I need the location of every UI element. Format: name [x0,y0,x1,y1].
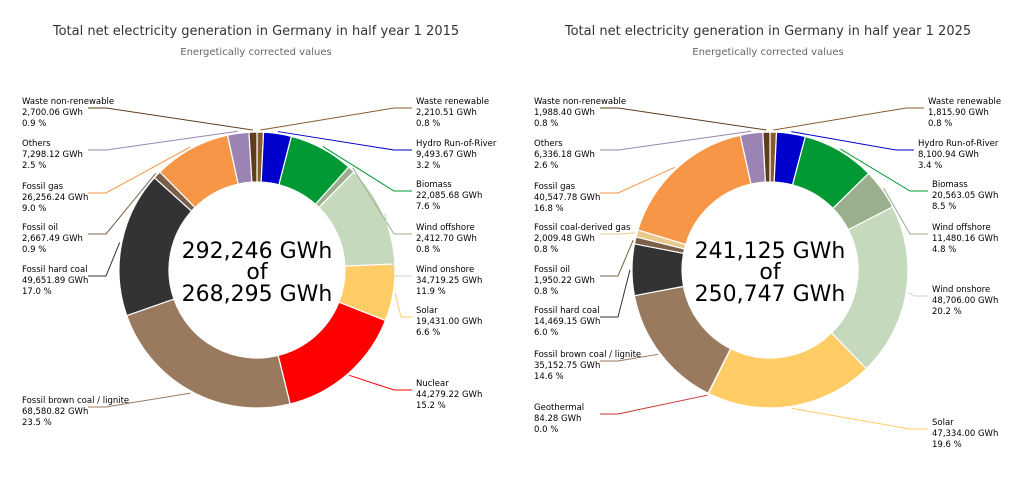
leader-line-geothermal [600,394,708,415]
label-fossil-brown-coal-lignite: Fossil brown coal / lignite 68,580.82 GWh… [22,396,129,428]
leader-line-waste-non-renewable [600,107,767,131]
label-waste-non-renewable: Waste non-renewable 2,700.06 GWh 0.9 % [22,97,114,129]
leader-line-fossil-hard-coal [600,269,631,318]
leader-line-nuclear [349,374,412,391]
slice-waste-non-renewable[interactable] [762,131,771,183]
chart-panel-2025: Total net electricity generation in Germ… [512,0,1024,477]
label-fossil-oil: Fossil oil 1,950.22 GWh 0.8 % [534,265,595,297]
center-total-line1: 241,125 GWh [695,239,846,264]
center-total-line3: 268,295 GWh [182,282,333,307]
leader-line-wind-offshore [352,167,412,235]
leader-line-fossil-brown-coal-lignite [600,353,659,362]
label-wind-offshore: Wind offshore 2,412.70 GWh 0.8 % [416,223,477,255]
slice-labels: Waste renewable 1,815.90 GWh 0.8 % Hydro Ru… [534,97,1001,450]
leader-lines [600,107,928,430]
chart-title: Total net electricity generation in Germ… [564,24,972,39]
label-waste-renewable: Waste renewable 2,210.51 GWh 0.8 % [416,97,489,129]
label-geothermal: Geothermal 84.28 GWh 0.0 % [534,403,584,435]
slices [118,131,396,409]
leader-line-hydro-run-of-river [791,131,914,151]
leader-line-solar [394,292,412,318]
label-fossil-oil: Fossil oil 2,667.49 GWh 0.9 % [22,223,83,255]
label-fossil-hard-coal: Fossil hard coal 49,651.89 GWh 17.0 % [22,265,88,297]
label-others: Others 7,298.12 GWh 2.5 % [22,139,83,171]
chart-panel-2015: Total net electricity generation in Germ… [22,24,497,428]
label-others: Others 6,336.18 GWh 2.6 % [534,139,595,171]
leader-line-wind-offshore [883,187,928,235]
label-fossil-gas: Fossil gas 26,256.24 GWh 9.0 % [22,182,88,214]
slice-nuclear[interactable] [277,301,387,405]
leader-line-biomass [322,146,412,192]
label-waste-non-renewable: Waste non-renewable 1,988.40 GWh 0.8 % [534,97,626,129]
slice-labels: Waste renewable 2,210.51 GWh 0.8 % Hydro Ru… [22,97,497,428]
label-hydro-run-of-river: Hydro Run-of-River 8,100.94 GWh 3.4 % [918,139,999,171]
chart-subtitle: Energetically corrected values [180,47,332,58]
label-waste-renewable: Waste renewable 1,815.90 GWh 0.8 % [928,97,1001,129]
chart-subtitle: Energetically corrected values [692,47,844,58]
center-total-line2: of [759,260,781,285]
leader-line-biomass [840,148,928,192]
leader-line-fossil-brown-coal-lignite [88,392,191,408]
leader-line-wind-onshore [384,213,412,277]
label-wind-onshore: Wind onshore 48,706.00 GWh 20.2 % [932,285,998,317]
label-solar: Solar 47,334.00 GWh 19.6 % [932,418,998,450]
slice-solar[interactable] [707,332,868,409]
slice-fossil-brown-coal-lignite[interactable] [125,298,291,409]
label-fossil-hard-coal: Fossil hard coal 14,469.15 GWh 6.0 % [534,306,600,338]
leader-line-fossil-hard-coal [88,242,121,277]
leader-line-fossil-gas [600,166,676,194]
donut-chart-2025: Waste renewable 1,815.90 GWh 0.8 % Hydro Ru… [534,97,1001,450]
label-fossil-brown-coal-lignite: Fossil brown coal / lignite 35,152.75 GWh… [534,350,641,382]
leader-line-fossil-oil [88,173,157,235]
leader-line-others [88,130,238,151]
label-wind-offshore: Wind offshore 11,480.16 GWh 4.8 % [932,223,998,255]
leader-line-hydro-run-of-river [277,131,412,151]
center-total-line1: 292,246 GWh [182,239,333,264]
center-total-line3: 250,747 GWh [695,282,846,307]
leader-line-fossil-gas [88,146,191,194]
center-total-line2: of [246,260,268,285]
label-biomass: Biomass 20,563.05 GWh 8.5 % [932,180,998,212]
chart-title: Total net electricity generation in Germ… [52,24,460,39]
slice-waste-non-renewable[interactable] [248,131,258,183]
leader-line-waste-non-renewable [88,107,254,131]
label-biomass: Biomass 22,085.68 GWh 7.6 % [416,180,482,212]
label-solar: Solar 19,431.00 GWh 6.6 % [416,306,482,338]
leader-line-waste-renewable [773,107,924,131]
slice-fossil-gas[interactable] [637,134,752,246]
leader-line-waste-renewable [260,107,412,131]
leader-line-others [600,130,752,151]
leader-line-solar [791,407,928,430]
donut-chart-2015: Waste renewable 2,210.51 GWh 0.8 % Hydro Ru… [22,97,497,428]
leader-line-fossil-oil [600,239,634,277]
label-nuclear: Nuclear 44,279.22 GWh 15.2 % [416,379,482,411]
leader-line-wind-onshore [907,292,928,297]
leader-lines [88,107,412,408]
label-fossil-gas: Fossil gas 40,547.78 GWh 16.8 % [534,182,600,214]
leader-line-fossil-coal-derived-gas [600,232,636,235]
label-hydro-run-of-river: Hydro Run-of-River 9,493.67 GWh 3.2 % [416,139,497,171]
slices [631,131,909,409]
label-wind-onshore: Wind onshore 34,719.25 GWh 11.9 % [416,265,482,297]
label-fossil-coal-derived-gas: Fossil coal-derived gas 2,009.48 GWh 0.8 % [534,223,631,255]
